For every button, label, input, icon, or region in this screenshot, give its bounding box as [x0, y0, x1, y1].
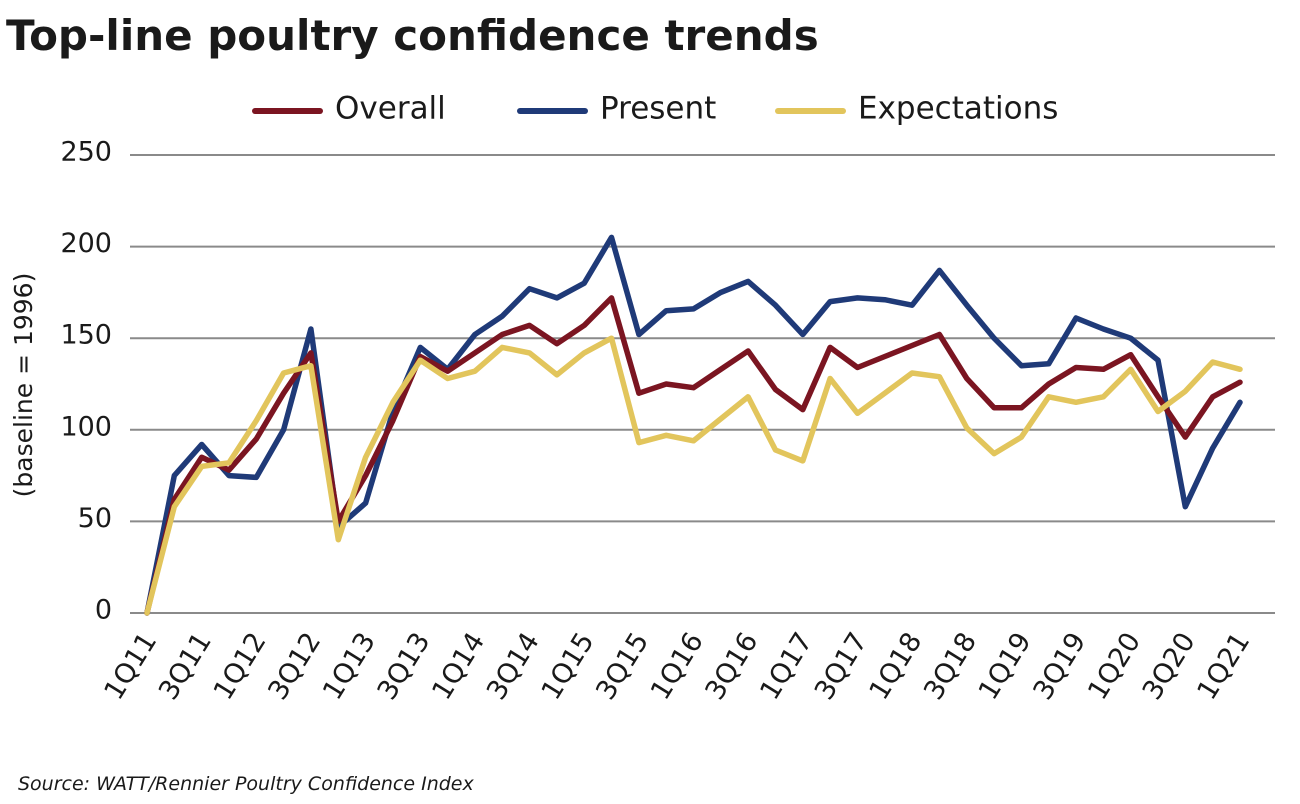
- y-axis-label: (baseline = 1996): [9, 273, 38, 498]
- x-tick-label: 1Q20: [1082, 627, 1147, 705]
- y-tick-label: 200: [60, 228, 112, 259]
- x-tick-label: 3Q20: [1137, 627, 1202, 705]
- x-tick-label: 3Q16: [700, 627, 765, 705]
- chart-title: Top-line poultry confidence trends: [6, 11, 819, 60]
- x-tick-label: 3Q11: [153, 627, 218, 705]
- x-tick-label: 3Q13: [372, 627, 437, 705]
- y-tick-label: 150: [60, 320, 112, 351]
- legend-label: Present: [600, 91, 716, 127]
- data-line: [144, 234, 1243, 616]
- x-tick-label: 1Q18: [864, 627, 929, 705]
- x-tick-label: 1Q15: [536, 627, 601, 705]
- y-tick-label: 0: [95, 595, 112, 626]
- x-tick-label: 1Q17: [754, 627, 819, 705]
- y-tick-label: 100: [60, 411, 112, 442]
- x-tick-label: 3Q12: [262, 627, 327, 705]
- x-tick-label: 1Q21: [1191, 627, 1256, 705]
- data-line: [144, 335, 1243, 616]
- y-tick-label: 50: [78, 503, 112, 534]
- x-tick-label: 1Q12: [208, 627, 273, 705]
- x-tick-label: 3Q19: [1027, 627, 1092, 705]
- x-tick-label: 1Q14: [426, 627, 491, 705]
- source-note: Source: WATT/Rennier Poultry Confidence …: [18, 773, 474, 795]
- x-tick-label: 1Q11: [98, 627, 163, 705]
- x-tick-label: 3Q14: [481, 627, 546, 705]
- x-tick-label: 1Q16: [645, 627, 710, 705]
- y-tick-label: 250: [60, 137, 112, 168]
- legend-label: Expectations: [858, 91, 1058, 127]
- x-tick-label: 1Q19: [973, 627, 1038, 705]
- legend-label: Overall: [335, 91, 446, 127]
- x-tick-label: 3Q17: [809, 627, 874, 705]
- x-tick-label: 3Q18: [918, 627, 983, 705]
- x-tick-label: 1Q13: [317, 627, 382, 705]
- x-tick-label: 3Q15: [590, 627, 655, 705]
